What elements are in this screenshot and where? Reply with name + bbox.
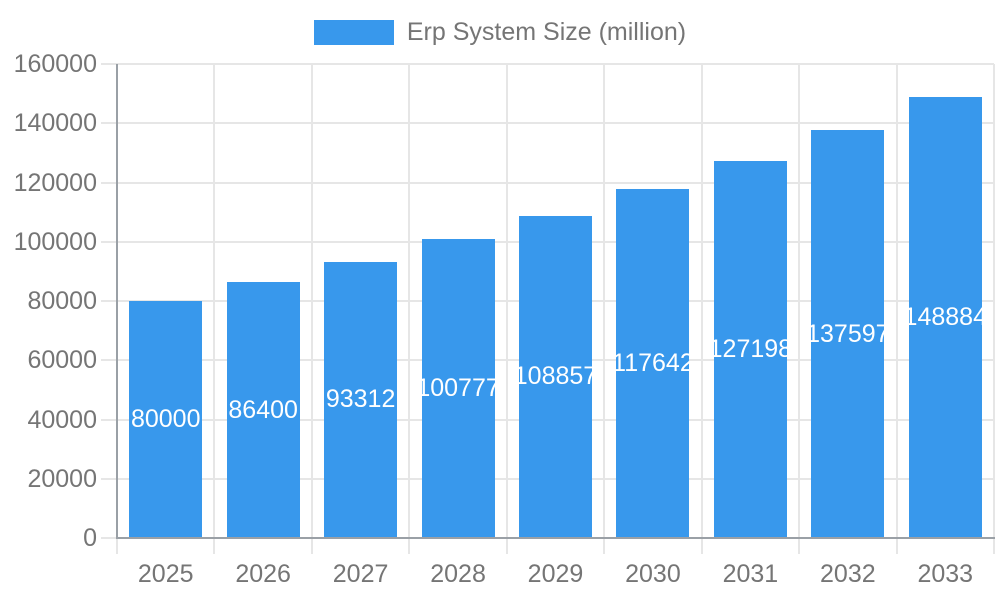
- x-axis-tick: [213, 538, 216, 554]
- y-axis-tick: [101, 537, 117, 539]
- x-axis-tick: [116, 538, 118, 554]
- y-axis-tick: [101, 63, 117, 65]
- x-axis-tick: [505, 538, 508, 554]
- bar[interactable]: 117642: [616, 189, 690, 538]
- bar[interactable]: 148884: [908, 96, 982, 538]
- y-axis-tick: [101, 122, 117, 125]
- y-axis-tick: [101, 359, 117, 362]
- legend-item[interactable]: Erp System Size (million): [313, 17, 687, 47]
- x-axis-tick: [993, 538, 995, 554]
- y-axis-label: 120000: [13, 168, 97, 197]
- bar[interactable]: 93312: [324, 261, 398, 538]
- y-axis-tick: [101, 240, 117, 243]
- y-axis-label: 80000: [27, 287, 97, 315]
- bar-value-label: 100777: [421, 374, 495, 403]
- bar-value-label: 127198: [713, 335, 787, 364]
- x-axis-label: 2030: [625, 560, 681, 588]
- gridline-vertical: [408, 64, 411, 538]
- gridline-vertical: [798, 64, 801, 538]
- x-axis-label: 2026: [235, 560, 291, 588]
- y-axis-tick: [101, 300, 117, 302]
- y-axis-tick: [101, 477, 117, 480]
- x-axis-label: 2028: [430, 560, 486, 588]
- y-axis-label: 60000: [27, 346, 97, 375]
- x-axis-tick: [700, 538, 703, 554]
- bar-value-label: 117642: [616, 349, 690, 378]
- gridline-horizontal: [117, 181, 994, 184]
- x-axis-label: 2033: [917, 560, 974, 588]
- legend-swatch-icon: [313, 19, 394, 45]
- x-axis-label: 2025: [137, 560, 194, 588]
- y-axis-tick: [101, 181, 117, 184]
- x-axis-label: 2031: [722, 560, 779, 588]
- legend: Erp System Size (million): [0, 17, 1000, 47]
- x-axis-tick: [895, 538, 898, 554]
- x-axis-label: 2027: [332, 560, 389, 588]
- bar-value-label: 80000: [130, 405, 201, 433]
- bar[interactable]: 80000: [129, 301, 203, 538]
- y-axis-label: 100000: [13, 227, 97, 256]
- bar-value-label: 148884: [908, 302, 982, 331]
- y-axis-label: 0: [83, 524, 97, 552]
- x-axis-tick: [408, 538, 411, 554]
- gridline-vertical: [310, 64, 313, 538]
- gridline-horizontal: [117, 63, 994, 65]
- x-axis-tick: [798, 538, 801, 554]
- bar-value-label: 86400: [228, 395, 298, 424]
- gridline-vertical: [700, 64, 703, 538]
- y-axis-line: [116, 64, 118, 538]
- bar[interactable]: 108857: [519, 215, 592, 538]
- x-axis-tick: [603, 538, 606, 554]
- bar[interactable]: 137597: [811, 130, 885, 538]
- x-axis-label: 2029: [527, 560, 584, 588]
- gridline-vertical: [603, 64, 606, 538]
- bar[interactable]: 86400: [226, 282, 300, 538]
- x-axis-label: 2032: [820, 560, 876, 588]
- x-axis-tick: [310, 538, 313, 554]
- legend-label: Erp System Size (million): [406, 18, 687, 46]
- bar-value-label: 137597: [811, 319, 885, 348]
- y-axis-tick: [101, 418, 117, 421]
- bar-value-label: 108857: [519, 362, 592, 391]
- gridline-horizontal: [117, 122, 994, 125]
- gridline-vertical: [213, 64, 216, 538]
- y-axis-label: 40000: [27, 405, 97, 434]
- x-axis-line: [116, 537, 995, 539]
- bar[interactable]: 100777: [421, 239, 495, 538]
- gridline-vertical: [505, 64, 508, 538]
- y-axis-label: 20000: [27, 464, 97, 493]
- y-axis-label: 160000: [13, 50, 97, 78]
- bar-value-label: 93312: [325, 385, 396, 414]
- gridline-vertical: [993, 64, 995, 538]
- y-axis-label: 140000: [13, 109, 97, 138]
- gridline-vertical: [895, 64, 898, 538]
- bar[interactable]: 127198: [713, 161, 787, 538]
